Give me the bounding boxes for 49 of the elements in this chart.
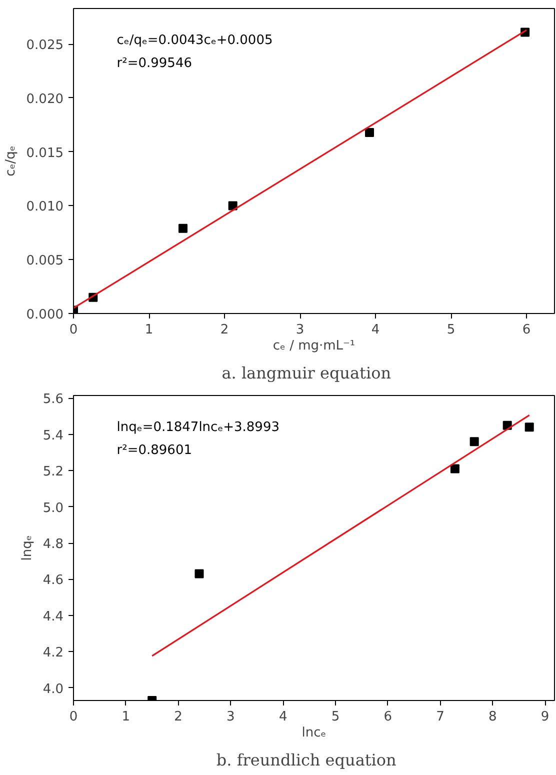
point (470, 437, 479, 446)
y-tick-label: 0.000 (26, 308, 64, 322)
x-tick-label: 1 (122, 710, 130, 724)
x-tick-label: 3 (226, 710, 235, 724)
point (194, 569, 204, 578)
y-axis-title: cₑ/qₑ (3, 146, 18, 176)
y-tick-label: 0.015 (26, 146, 64, 161)
point (228, 201, 238, 210)
x-tick-label: 1 (144, 322, 154, 338)
y-tick-label: 0.025 (26, 38, 64, 54)
x-tick-label: 5 (446, 322, 456, 338)
x-tick-label: 2 (174, 710, 182, 724)
y-axis-title: lnqₑ (20, 535, 35, 561)
x-tick-label: 4 (278, 710, 288, 724)
y-tick-label: 5.4 (42, 428, 64, 444)
point (178, 224, 188, 233)
x-tick-label: 5 (331, 710, 340, 724)
text: a. langmuir equation (222, 364, 392, 382)
y-tick-label: 0.005 (26, 254, 64, 269)
annotation: r²=0.89601 (116, 442, 192, 458)
y-tick-label: 4.8 (42, 537, 64, 552)
x-tick-label: 4 (371, 322, 380, 338)
y-tick-label: 4.0 (42, 682, 64, 697)
annotation: r²=0.99546 (116, 56, 192, 71)
annotation: lnqₑ=0.1847lncₑ+3.8993 (116, 420, 280, 435)
point (524, 422, 534, 432)
x-tick-label: 8 (488, 710, 497, 724)
x-tick-label: 0 (69, 710, 78, 724)
text: b. freundlich equation (216, 750, 396, 770)
y-tick-label: 0.010 (26, 200, 64, 215)
y-tick-label: 4.6 (42, 573, 64, 588)
x-axis-title: cₑ / mg·mL⁻¹ (272, 338, 356, 354)
x-tick-label: 7 (436, 710, 444, 724)
x-tick-label: 0 (69, 322, 78, 338)
y-tick-label: 5.6 (42, 392, 64, 408)
y-tick-label: 4.2 (42, 646, 64, 661)
point (365, 128, 374, 137)
point (450, 464, 460, 474)
x-tick-label: 6 (384, 710, 392, 724)
y-tick-label: 4.4 (42, 609, 64, 624)
y-tick-label: 5.2 (42, 464, 64, 480)
x-tick-label: 2 (220, 322, 229, 338)
x-axis-title: lncₑ (302, 726, 326, 740)
y-tick-label: 5.0 (42, 500, 64, 516)
x-tick-label: 3 (296, 322, 304, 338)
y-tick-label: 0.020 (26, 92, 64, 107)
x-tick-label: 6 (522, 322, 531, 338)
annotation: cₑ/qₑ=0.0043cₑ+0.0005 (116, 32, 273, 48)
x-tick-label: 9 (540, 710, 550, 724)
